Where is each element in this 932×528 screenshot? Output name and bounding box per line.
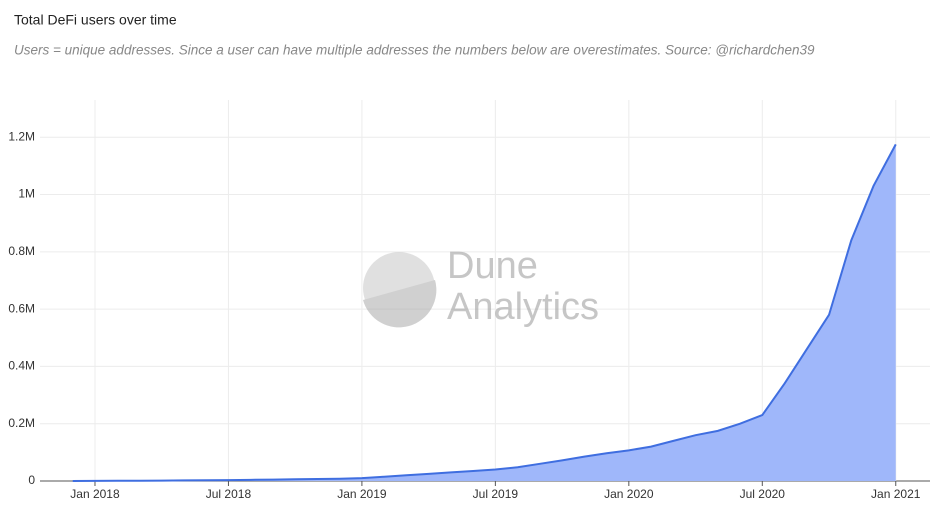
watermark-text: Analytics (447, 286, 599, 328)
x-tick-label: Jan 2021 (871, 487, 921, 501)
plot: 0 0.2M 0.4M 0.6M 0.8M 1M 1.2M Jan 2018 Jul 2018 J… (8, 100, 930, 501)
area-line (72, 143, 897, 482)
y-tick-label: 0 (28, 473, 35, 487)
y-tick-label: 0.2M (8, 416, 35, 430)
area-fill (72, 144, 896, 481)
x-tick-label: Jan 2020 (604, 487, 654, 501)
y-tick-label: 1.2M (8, 129, 35, 143)
watermark: Dune Analytics (363, 245, 599, 328)
y-tick-label: 1M (18, 187, 35, 201)
x-tick-label: Jan 2019 (337, 487, 387, 501)
x-tick-label: Jul 2018 (206, 487, 252, 501)
y-tick-label: 0.4M (8, 359, 35, 373)
x-tick-label: Jul 2019 (473, 487, 519, 501)
y-tick-label: 0.8M (8, 244, 35, 258)
y-tick-label: 0.6M (8, 301, 35, 315)
watermark-logo-shade (363, 280, 437, 328)
chart-subtitle: Users = unique addresses. Since a user c… (14, 43, 815, 58)
watermark-text: Dune (447, 245, 538, 287)
x-tick-label: Jul 2020 (740, 487, 786, 501)
x-tick-label: Jan 2018 (70, 487, 120, 501)
chart-title: Total DeFi users over time (14, 12, 177, 28)
